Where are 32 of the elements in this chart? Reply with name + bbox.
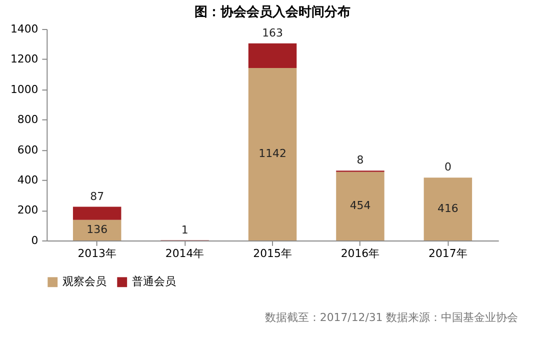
y-tick-label: 1200 — [10, 52, 38, 66]
x-tick-label: 2013年 — [78, 246, 116, 260]
y-tick-label: 0 — [31, 234, 38, 247]
legend-label: 观察会员 — [62, 275, 107, 288]
data-label: 87 — [90, 190, 104, 203]
y-tick-label: 400 — [17, 174, 38, 187]
data-label: 1 — [181, 223, 188, 236]
data-label: 0 — [444, 160, 452, 174]
x-tick-label: 2014年 — [165, 246, 204, 260]
legend-label: 普通会员 — [132, 275, 176, 288]
data-label: 1142 — [258, 147, 286, 160]
y-tick-label: 800 — [17, 113, 38, 126]
x-tick-label: 2016年 — [340, 246, 380, 260]
data-label: 163 — [262, 26, 283, 40]
text: 数据截至：2017/12/31 数据来源：中国基金业协会 — [264, 310, 518, 324]
y-tick-label: 1400 — [10, 22, 38, 36]
bar — [72, 206, 122, 220]
y-tick-label: 1000 — [10, 82, 38, 96]
x-tick-label: 2017年 — [428, 246, 468, 260]
y-tick-label: 600 — [17, 143, 38, 156]
data-label: 136 — [86, 223, 108, 236]
bar — [248, 43, 297, 68]
bar — [248, 68, 297, 240]
bar — [424, 178, 472, 240]
bar — [72, 220, 122, 240]
data-label: 8 — [356, 154, 364, 167]
bar — [336, 172, 384, 240]
data-label: 416 — [438, 202, 458, 216]
y-tick-label: 200 — [17, 204, 38, 217]
chart-title: 图：协会会员入会时间分布 — [194, 4, 351, 20]
data-label: 454 — [350, 199, 371, 212]
x-tick-label: 2015年 — [253, 246, 292, 260]
